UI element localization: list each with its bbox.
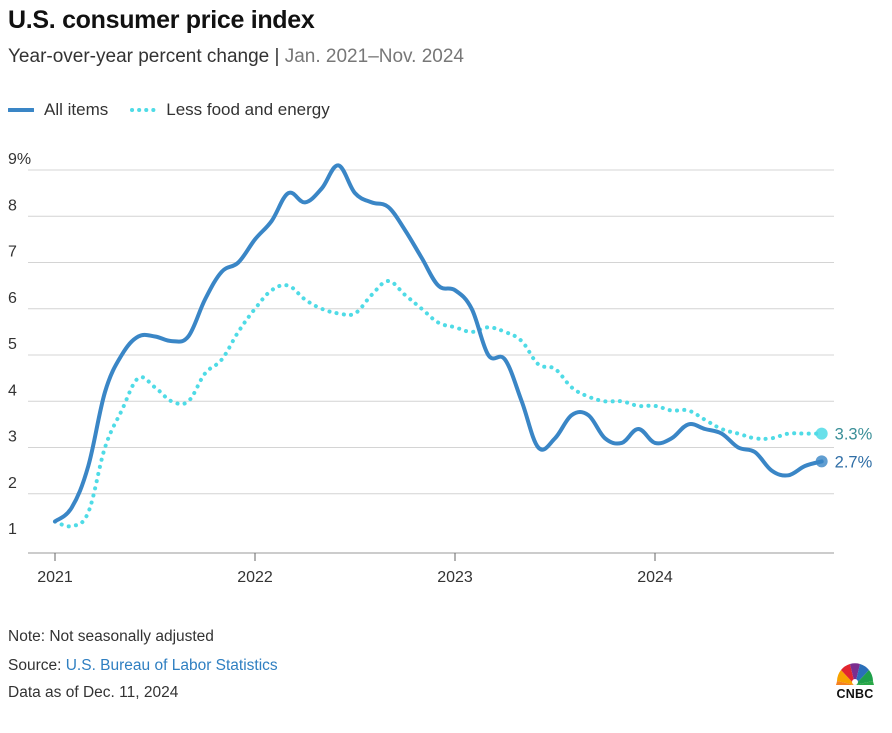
- legend-swatch-solid-line: [8, 108, 34, 112]
- y-axis-tick-labels: 9% 8 7 6 5 4 3 2 1: [8, 151, 31, 538]
- chart-legend: All items Less food and energy: [8, 100, 352, 120]
- x-tick-label: 2024: [637, 569, 673, 586]
- end-label-core: 3.3%: [835, 426, 873, 444]
- legend-swatch-dotted-line: [130, 108, 157, 112]
- series-line-all-items: [53, 163, 824, 524]
- y-tick-label: 8: [8, 197, 17, 214]
- source-link[interactable]: U.S. Bureau of Labor Statistics: [65, 657, 278, 674]
- cnbc-logo-text: CNBC: [836, 687, 874, 701]
- legend-label-all-items: All items: [44, 100, 109, 119]
- y-tick-label: 4: [8, 382, 17, 399]
- y-tick-label: 6: [8, 290, 17, 307]
- legend-label-core: Less food and energy: [166, 100, 330, 119]
- subtitle-main: Year-over-year percent change: [8, 46, 270, 67]
- x-tick-label: 2022: [237, 569, 273, 586]
- legend-item-all-items: All items: [8, 100, 108, 120]
- x-axis-ticks: 2021 2022 2023 2024: [28, 552, 834, 586]
- grid-lines: [28, 169, 834, 495]
- y-tick-label: 5: [8, 336, 17, 353]
- series-line-core: [53, 279, 824, 529]
- y-tick-label: 2: [8, 475, 17, 492]
- footer-note: Note: Not seasonally adjusted: [8, 628, 214, 645]
- series-lines: [53, 163, 824, 529]
- source-prefix: Source:: [8, 657, 66, 674]
- y-tick-label: 3: [8, 429, 17, 446]
- y-tick-label: 7: [8, 244, 17, 261]
- x-tick-label: 2023: [437, 569, 473, 586]
- x-tick-label: 2021: [37, 569, 73, 586]
- chart-title: U.S. consumer price index: [8, 6, 315, 34]
- end-label-all-items: 2.7%: [835, 453, 873, 471]
- footer-data-date: Data as of Dec. 11, 2024: [8, 684, 179, 701]
- y-tick-label: 1: [8, 521, 17, 538]
- subtitle-separator: |: [269, 46, 285, 67]
- end-point-all-items: [815, 455, 828, 468]
- peacock-logo-icon: [836, 663, 874, 685]
- footer-source: Source: U.S. Bureau of Labor Statistics: [8, 657, 278, 675]
- end-point-core: [815, 427, 828, 440]
- line-chart: 9% 8 7 6 5 4 3 2 1 2021 2022 2023 2024 3.3% 2.7%: [8, 151, 873, 586]
- chart-subtitle: Year-over-year percent change | Jan. 202…: [8, 46, 464, 68]
- cnbc-logo: CNBC: [830, 660, 880, 702]
- y-tick-label: 9%: [8, 151, 31, 168]
- legend-item-core: Less food and energy: [130, 100, 330, 120]
- subtitle-date-range: Jan. 2021–Nov. 2024: [284, 46, 464, 67]
- end-labels: 3.3% 2.7%: [815, 426, 873, 471]
